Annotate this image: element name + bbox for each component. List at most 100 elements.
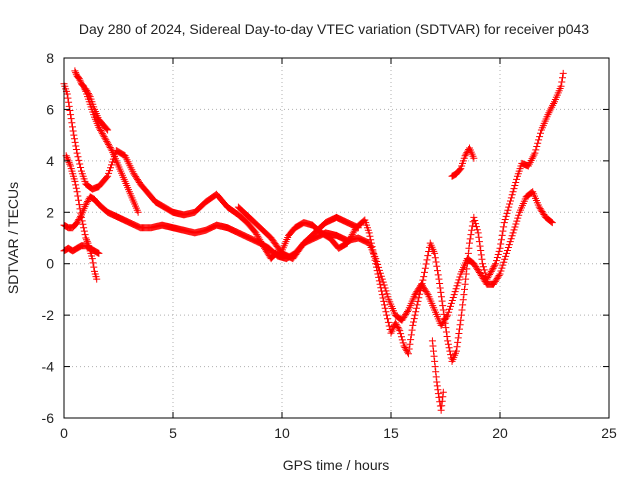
data-point <box>382 308 390 316</box>
data-point <box>80 224 88 232</box>
data-point <box>354 224 362 232</box>
data-point <box>432 368 440 376</box>
data-point <box>82 85 90 93</box>
data-point <box>442 328 450 336</box>
data-point <box>511 223 519 231</box>
data-point <box>513 175 521 183</box>
data-point <box>63 153 71 161</box>
data-point <box>472 220 480 228</box>
data-point <box>467 231 475 239</box>
data-point <box>104 140 112 148</box>
data-point <box>75 201 83 209</box>
data-point <box>489 264 497 272</box>
data-point <box>420 273 428 281</box>
data-point <box>401 344 409 352</box>
data-point <box>446 305 454 313</box>
data-point <box>472 223 480 231</box>
data-point <box>76 243 84 251</box>
data-point <box>500 219 508 227</box>
data-point <box>375 263 383 271</box>
data-point <box>485 272 493 280</box>
data-point <box>421 264 429 272</box>
data-point <box>456 273 464 281</box>
data-point <box>99 131 107 139</box>
data-point <box>84 88 92 96</box>
data-point <box>103 173 111 181</box>
data-point <box>459 296 467 304</box>
data-point <box>511 182 519 190</box>
data-point <box>95 249 103 257</box>
data-point <box>106 143 114 151</box>
data-point <box>423 256 431 264</box>
data-point <box>385 322 393 330</box>
data-point <box>82 234 90 242</box>
data-point <box>412 304 420 312</box>
data-point <box>380 301 388 309</box>
data-point <box>494 250 502 258</box>
data-point <box>533 143 541 151</box>
data-point <box>453 282 461 290</box>
data-point <box>506 238 514 246</box>
data-point <box>71 67 79 75</box>
data-point <box>493 254 501 262</box>
data-point <box>435 275 443 283</box>
data-point <box>499 227 507 235</box>
x-tick-label: 0 <box>60 425 68 441</box>
data-point <box>532 146 540 154</box>
data-point <box>107 161 115 169</box>
data-point <box>104 172 112 180</box>
data-point <box>85 91 93 99</box>
data-point <box>398 336 406 344</box>
data-point <box>433 378 441 386</box>
data-point <box>487 267 495 275</box>
y-axis-label: SDTVAR / TECUs <box>5 182 21 294</box>
data-point <box>497 267 505 275</box>
data-point <box>455 276 463 284</box>
data-point <box>495 271 503 279</box>
data-point <box>442 324 450 332</box>
data-point <box>502 212 510 220</box>
data-point <box>73 219 81 227</box>
data-point <box>84 197 92 205</box>
data-point <box>410 318 418 326</box>
data-point <box>456 321 464 329</box>
grid-lines <box>64 58 609 418</box>
data-point <box>374 260 382 268</box>
data-point <box>384 315 392 323</box>
data-point <box>380 297 388 305</box>
x-tick-label: 5 <box>169 425 177 441</box>
data-point <box>375 266 383 274</box>
data-point <box>438 397 446 405</box>
data-point <box>445 308 453 316</box>
data-point <box>399 339 407 347</box>
data-point <box>431 363 439 371</box>
data-point <box>372 255 380 263</box>
data-point <box>506 197 514 205</box>
data-point <box>451 288 459 296</box>
data-point <box>423 289 431 297</box>
data-points <box>60 67 567 414</box>
plot-frame <box>63 57 610 419</box>
data-point <box>462 275 470 283</box>
data-point <box>493 257 501 265</box>
data-point <box>75 156 83 164</box>
data-point <box>405 345 413 353</box>
data-point <box>391 319 399 327</box>
data-point <box>65 159 73 167</box>
data-point <box>447 299 455 307</box>
data-point <box>432 373 440 381</box>
data-point <box>502 252 510 260</box>
data-point <box>434 271 442 279</box>
data-point <box>422 260 430 268</box>
data-point <box>397 330 405 338</box>
data-point <box>448 296 456 304</box>
data-point <box>437 406 445 414</box>
data-point <box>381 284 389 292</box>
x-tick-label: 10 <box>274 425 290 441</box>
data-point <box>72 146 80 154</box>
data-point <box>84 89 92 97</box>
data-point <box>466 235 474 243</box>
data-point <box>379 278 387 286</box>
data-point <box>496 244 504 252</box>
data-point <box>373 258 381 266</box>
